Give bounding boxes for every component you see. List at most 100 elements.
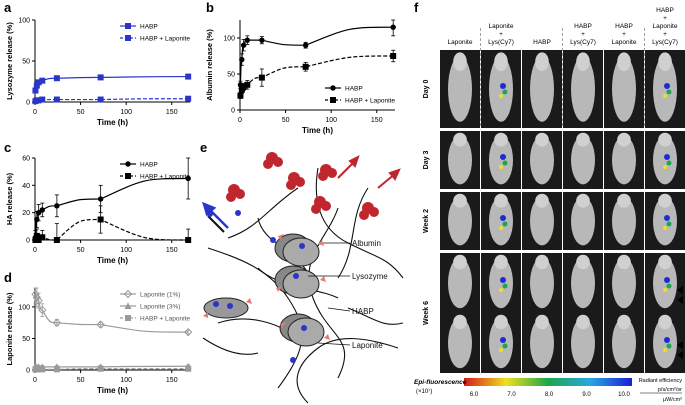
colorbar-tick: 9.0 xyxy=(582,392,591,398)
colorbar xyxy=(464,378,632,386)
mouse-image xyxy=(481,131,521,189)
data-point xyxy=(97,216,104,223)
data-point xyxy=(39,207,45,213)
fluorescence-spot xyxy=(500,277,506,283)
data-point xyxy=(125,35,131,41)
x-tick-label: 0 xyxy=(33,109,37,116)
data-point xyxy=(244,37,250,43)
mouse-head xyxy=(453,254,467,270)
row-label: Week 2 xyxy=(423,209,430,233)
data-point xyxy=(125,23,131,29)
mouse-head xyxy=(494,52,508,72)
mouse-body xyxy=(489,257,513,309)
legend-label: HABP + Laponite xyxy=(345,98,395,105)
mouse-image xyxy=(481,253,521,373)
data-point xyxy=(33,232,40,239)
fluorescence-spot xyxy=(664,215,670,221)
mouse-head xyxy=(658,314,672,330)
data-point xyxy=(240,83,247,90)
data-point xyxy=(244,81,251,88)
data-point xyxy=(39,77,46,84)
hydrogel-schematic: Albumin Lysozyme HABP Laponite xyxy=(202,152,404,404)
y-tick-label: 0 xyxy=(26,368,30,375)
y-tick-label: 0 xyxy=(26,238,30,245)
legend-label: HABP xyxy=(140,24,158,31)
mouse-image xyxy=(645,131,685,189)
y-axis-label: Laponite release (%) xyxy=(5,292,14,365)
mouse-image xyxy=(481,50,521,128)
mouse-body xyxy=(448,56,472,122)
panel-label-b: b xyxy=(206,0,214,15)
data-point xyxy=(53,237,60,243)
mouse-image xyxy=(440,192,480,250)
x-tick-label: 150 xyxy=(371,117,383,124)
mouse-body xyxy=(489,135,513,185)
data-point xyxy=(35,237,42,243)
fluorescence-spot xyxy=(664,83,670,89)
column-header-3: HABP xyxy=(574,23,592,30)
mouse-head xyxy=(576,193,590,208)
fluorescence-spot xyxy=(663,348,667,352)
legend-entry: HABP xyxy=(325,85,363,93)
data-point xyxy=(237,92,244,99)
mouse-head xyxy=(658,254,672,270)
colorbar-tick: 6.0 xyxy=(470,392,479,398)
mouse-body xyxy=(653,56,677,122)
mouse-body xyxy=(571,135,595,185)
data-point xyxy=(125,315,131,321)
ha-release-arrow xyxy=(207,215,225,233)
fluorescence-spot xyxy=(502,89,508,95)
colorbar-tick: 7.0 xyxy=(507,392,516,398)
x-tick-label: 150 xyxy=(166,377,178,384)
laponite-release-chart: 0 50 100 150 0 50 100 Time (h) Laponite release … xyxy=(5,287,193,395)
row-label: Day 3 xyxy=(423,151,430,170)
mouse-image xyxy=(604,192,644,250)
y-axis-label: HA release (%) xyxy=(5,172,14,225)
data-point xyxy=(54,203,60,209)
data-point xyxy=(53,366,60,373)
mouse-body xyxy=(612,196,636,246)
mouse-image xyxy=(522,50,562,128)
data-point xyxy=(35,366,42,373)
fluorescence-spot xyxy=(500,83,506,89)
series-0 xyxy=(32,157,191,241)
y-tick-label: 50 xyxy=(227,72,235,79)
mouse-head xyxy=(535,132,549,147)
fluorescence-spot xyxy=(663,94,667,98)
data-point xyxy=(97,196,104,202)
legend-label: HABP + Laponite xyxy=(140,36,190,43)
fluorescence-spot xyxy=(663,288,667,292)
legend-label: HABP xyxy=(345,86,363,93)
data-point xyxy=(35,97,42,104)
mouse-body xyxy=(612,135,636,185)
fluorescence-spot xyxy=(664,337,670,343)
mouse-body xyxy=(489,196,513,246)
colorbar-unit: p/s/cm²/sr xyxy=(658,387,682,393)
mouse-head xyxy=(576,132,590,147)
schematic-label-albumin: Albumin xyxy=(352,239,381,248)
y-tick-label: 20 xyxy=(22,210,30,217)
series-0 xyxy=(32,73,192,94)
fluorescence-spot xyxy=(502,283,508,289)
mouse-image xyxy=(522,131,562,189)
mouse-image xyxy=(522,192,562,250)
mouse-image xyxy=(481,192,521,250)
fluorescence-spot xyxy=(664,154,670,160)
x-tick-label: 50 xyxy=(77,247,85,254)
mouse-head xyxy=(576,52,590,72)
x-tick-label: 50 xyxy=(77,377,85,384)
colorbar-exponent: (×10⁷) xyxy=(416,388,432,395)
mouse-body xyxy=(489,56,513,122)
mouse-body xyxy=(571,257,595,309)
series-1 xyxy=(237,49,397,99)
arrowhead-marker xyxy=(677,341,683,349)
colorbar-unit: Radiant efficiency xyxy=(639,378,683,384)
column-header-4: Laponite xyxy=(612,39,637,46)
fluorescence-spot xyxy=(499,226,503,230)
x-tick-label: 50 xyxy=(282,117,290,124)
fluorescence-spot xyxy=(499,348,503,352)
x-tick-label: 0 xyxy=(33,247,37,254)
mouse-head xyxy=(658,132,672,147)
fluorescence-spot xyxy=(499,165,503,169)
mouse-image xyxy=(440,253,480,373)
